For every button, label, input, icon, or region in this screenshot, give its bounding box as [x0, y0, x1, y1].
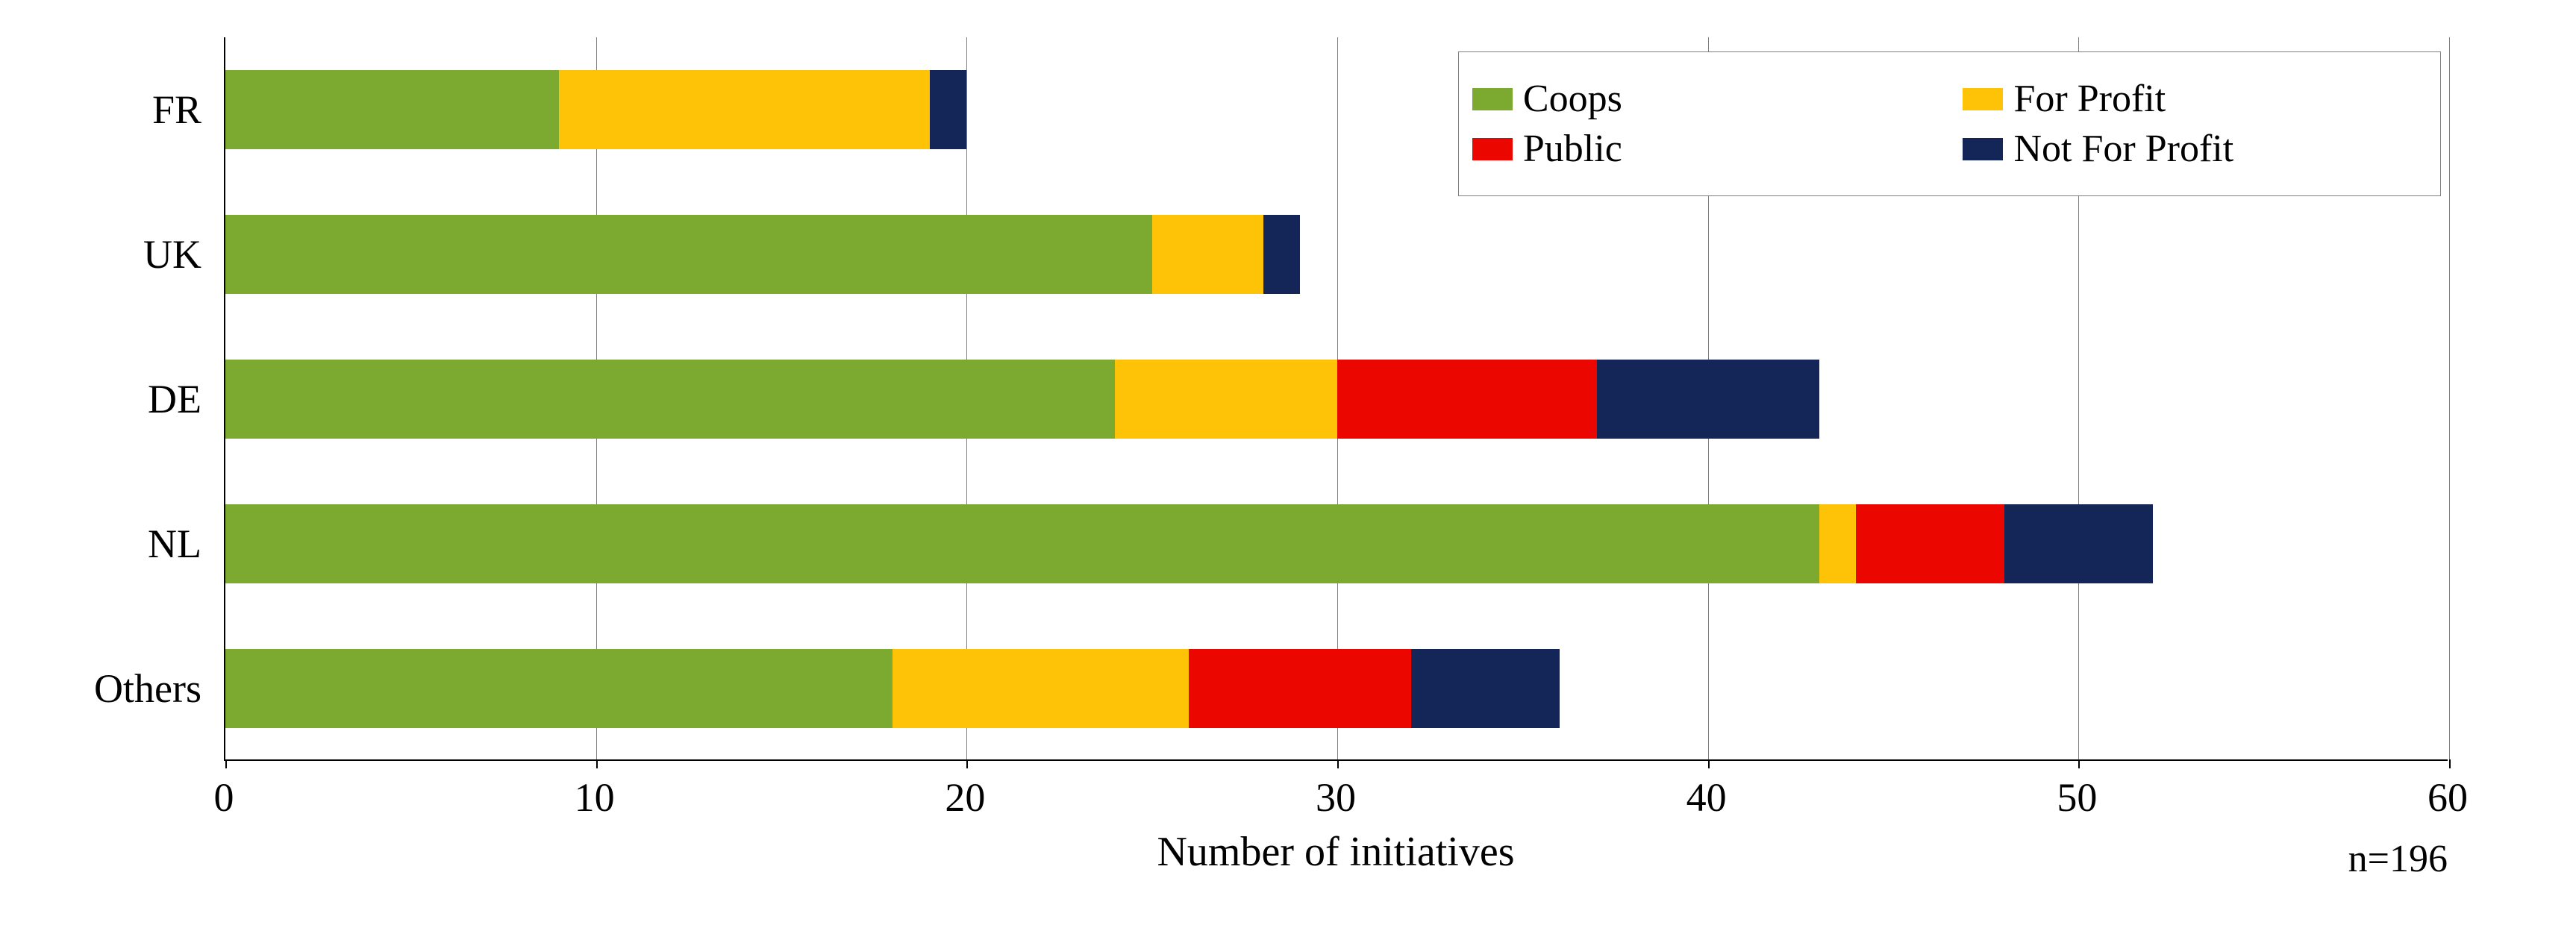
bar-segment — [225, 504, 1819, 584]
x-tick-label: 20 — [945, 774, 985, 821]
bar-segment — [1411, 649, 1560, 729]
x-tick-label: 60 — [2427, 774, 2468, 821]
bar-segment — [2004, 504, 2153, 584]
y-tick-label: NL — [148, 521, 201, 567]
legend-label: Coops — [1523, 77, 1622, 121]
x-tick-label: 10 — [575, 774, 615, 821]
legend-item: Coops — [1459, 74, 1950, 124]
x-tick-label: 0 — [214, 774, 234, 821]
x-tick — [1337, 759, 1339, 768]
x-tick — [1708, 759, 1710, 768]
bar-segment — [1337, 360, 1597, 439]
legend-label: For Profit — [2013, 77, 2166, 121]
bar-segment — [930, 70, 967, 150]
y-tick-label: UK — [143, 231, 201, 278]
x-tick — [596, 759, 598, 768]
bar-segment — [1856, 504, 2004, 584]
legend-swatch — [1472, 88, 1513, 110]
bar-segment — [225, 360, 1115, 439]
bar-segment — [892, 649, 1189, 729]
bar-segment — [1152, 215, 1263, 295]
stacked-bar-chart: 0 10 20 30 40 50 60 FR UK DE NL Others Number of ini… — [0, 0, 2576, 931]
x-tick-label: 30 — [1316, 774, 1356, 821]
bar-segment — [225, 70, 559, 150]
x-tick — [2449, 759, 2451, 768]
legend-swatch — [1963, 88, 2003, 110]
bar-segment — [1597, 360, 1819, 439]
x-axis-label: Number of initiatives — [1157, 828, 1514, 876]
gridline — [2449, 37, 2450, 759]
legend: Coops For Profit Public Not For Profit — [1458, 51, 2441, 196]
bar-segment — [1819, 504, 1857, 584]
bar-segment — [1115, 360, 1337, 439]
y-tick-label: FR — [152, 87, 201, 133]
bar-segment — [559, 70, 930, 150]
bar-segment — [1189, 649, 1411, 729]
y-tick-label: DE — [148, 376, 201, 422]
legend-label: Not For Profit — [2013, 127, 2233, 171]
legend-item: For Profit — [1949, 74, 2440, 124]
x-tick — [966, 759, 968, 768]
bar-segment — [225, 215, 1152, 295]
legend-item: Not For Profit — [1949, 124, 2440, 174]
y-tick-label: Others — [94, 665, 201, 712]
legend-swatch — [1472, 138, 1513, 160]
legend-swatch — [1963, 138, 2003, 160]
legend-item: Public — [1459, 124, 1950, 174]
bar-segment — [1263, 215, 1301, 295]
legend-label: Public — [1523, 127, 1622, 171]
x-tick — [2078, 759, 2080, 768]
bar-segment — [225, 649, 892, 729]
n-label: n=196 — [2348, 837, 2448, 881]
x-tick-label: 50 — [2057, 774, 2097, 821]
x-tick — [225, 759, 227, 768]
x-tick-label: 40 — [1686, 774, 1727, 821]
